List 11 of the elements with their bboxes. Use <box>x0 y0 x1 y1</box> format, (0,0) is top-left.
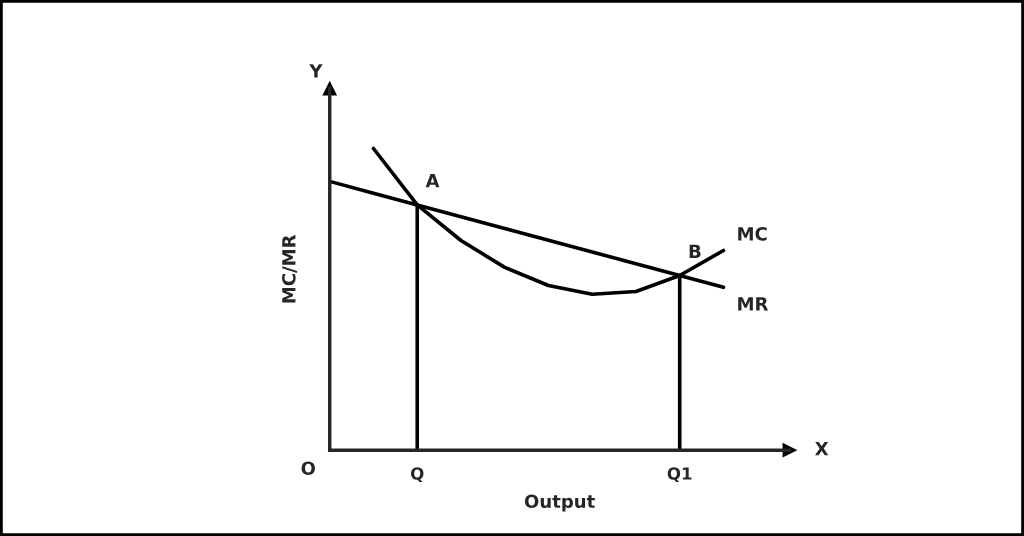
x-axis-title: Output <box>524 494 595 512</box>
x-tick-label: Q <box>410 467 424 482</box>
text: Y <box>309 64 323 78</box>
series-label: MR <box>738 297 769 311</box>
x-tick-label: Q1 <box>667 467 692 482</box>
text: X <box>815 442 829 456</box>
text: O <box>301 461 316 476</box>
annotation: A <box>425 174 440 188</box>
series-label: MC <box>738 226 767 241</box>
y-axis-title: MC/MR <box>282 234 298 303</box>
annotation: B <box>689 244 701 258</box>
